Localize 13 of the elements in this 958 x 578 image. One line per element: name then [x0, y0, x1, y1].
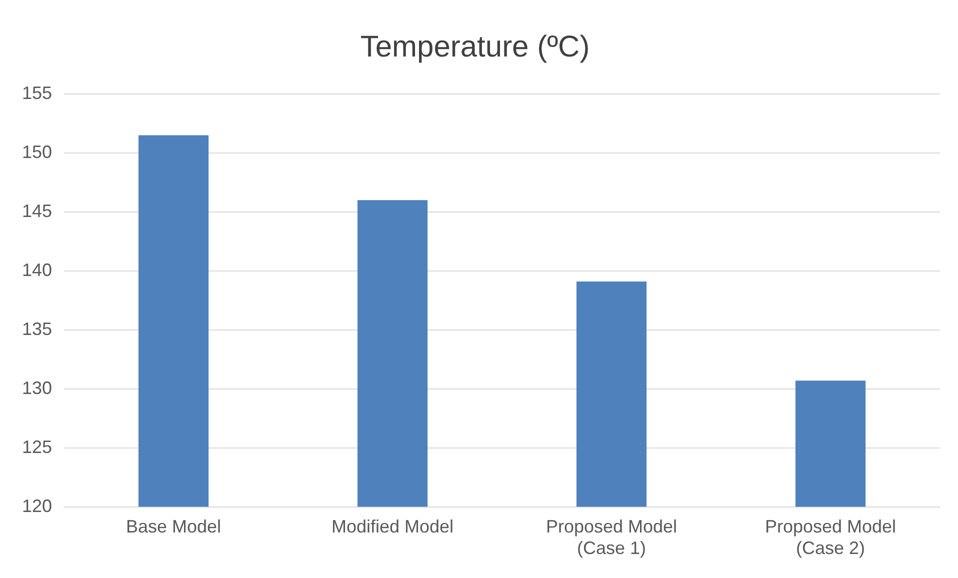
y-tick-label: 150 [22, 142, 52, 162]
y-tick-label: 155 [22, 82, 52, 103]
y-tick-label: 130 [22, 378, 52, 398]
y-tick-label: 135 [22, 318, 52, 339]
y-tick-label: 140 [22, 260, 52, 280]
x-tick-label: Proposed Model (Case 1) [546, 516, 678, 558]
y-tick-label: 120 [22, 496, 52, 516]
y-tick-label: 145 [22, 200, 52, 221]
chart-title: Temperature (ºC) [360, 30, 590, 64]
x-tick-label: Base Model [126, 516, 222, 537]
y-tick-label: 125 [22, 436, 52, 457]
x-tick-label: Proposed Model (Case 2) [764, 516, 896, 558]
x-tick-label: Modified Model [331, 516, 454, 537]
